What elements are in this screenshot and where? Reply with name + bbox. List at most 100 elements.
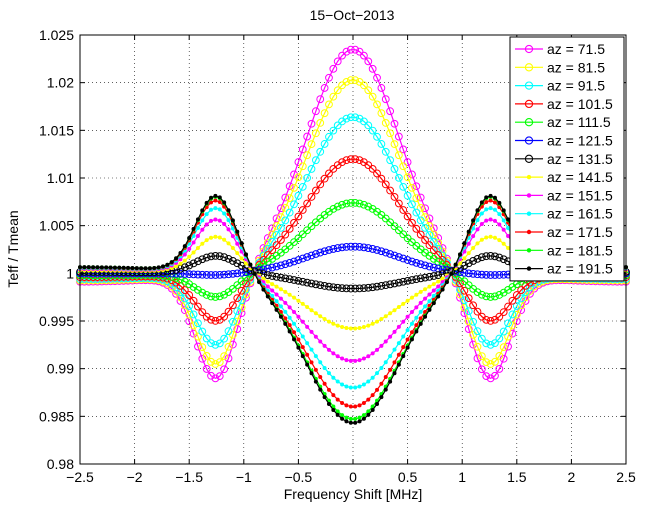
data-point <box>401 319 406 324</box>
data-point <box>438 255 447 264</box>
data-point <box>322 395 327 400</box>
data-point <box>228 269 237 278</box>
data-point <box>239 241 244 246</box>
data-point <box>353 420 358 425</box>
data-point <box>482 270 491 279</box>
data-point <box>401 345 406 350</box>
legend-label: az = 171.5 <box>547 224 613 240</box>
legend-marker <box>524 81 534 90</box>
data-point <box>403 191 412 200</box>
data-point <box>482 252 491 261</box>
data-point <box>491 339 499 348</box>
data-point <box>287 315 292 320</box>
data-point <box>235 251 240 256</box>
data-point <box>375 371 380 376</box>
data-point <box>504 342 512 351</box>
data-point <box>403 212 412 221</box>
data-point <box>517 306 526 315</box>
data-point <box>418 316 423 321</box>
legend-entry: az = 181.5 <box>515 242 613 258</box>
data-point <box>283 300 288 305</box>
data-point <box>202 291 211 299</box>
data-point <box>427 307 432 312</box>
data-point <box>195 225 200 230</box>
data-point <box>318 387 323 392</box>
data-point <box>499 308 508 317</box>
data-point <box>296 337 301 342</box>
data-point <box>394 173 403 182</box>
data-point <box>217 195 222 200</box>
data-point <box>466 251 471 256</box>
data-point <box>233 307 242 316</box>
data-point <box>477 290 486 299</box>
data-point <box>390 119 399 128</box>
data-point <box>399 182 408 191</box>
data-point <box>348 358 353 363</box>
data-point <box>408 183 416 192</box>
data-point <box>416 230 425 239</box>
data-point <box>399 277 408 286</box>
data-point <box>418 309 423 314</box>
data-point <box>421 236 429 244</box>
data-point <box>412 208 421 217</box>
data-point <box>379 317 384 322</box>
data-point <box>195 217 200 222</box>
x-tick-label: −1.5 <box>175 469 203 485</box>
data-point <box>272 231 281 239</box>
data-point <box>215 372 224 381</box>
data-point <box>213 234 218 239</box>
data-point <box>187 236 192 241</box>
data-point <box>366 412 371 417</box>
data-point <box>220 290 229 299</box>
data-point <box>501 208 506 213</box>
data-point <box>473 288 482 297</box>
data-point <box>326 347 331 352</box>
data-point <box>285 182 294 191</box>
data-point <box>207 292 215 301</box>
data-point <box>318 360 323 365</box>
data-point <box>187 254 192 259</box>
data-point <box>189 310 198 319</box>
data-point <box>281 274 290 283</box>
data-point <box>261 287 266 292</box>
data-point <box>211 374 220 383</box>
data-point <box>233 294 242 303</box>
data-point <box>290 257 298 266</box>
data-point <box>213 198 218 203</box>
data-point <box>416 260 425 269</box>
data-point <box>325 132 333 141</box>
data-point <box>464 294 473 303</box>
data-point <box>473 270 482 279</box>
data-point <box>405 337 410 342</box>
data-point <box>277 273 285 282</box>
data-point <box>373 282 381 291</box>
data-point <box>381 147 390 156</box>
data-point <box>464 269 473 278</box>
data-point <box>307 251 316 260</box>
data-point <box>517 286 526 294</box>
legend-entry: az = 171.5 <box>515 224 613 240</box>
data-point <box>325 246 333 254</box>
legend-label: az = 101.5 <box>547 96 613 112</box>
data-point <box>298 182 307 191</box>
data-point <box>220 334 229 343</box>
data-point <box>392 329 397 334</box>
data-point <box>477 365 486 374</box>
data-point <box>386 280 395 289</box>
data-point <box>298 162 307 171</box>
data-point <box>329 92 338 101</box>
data-point <box>360 200 368 209</box>
data-point <box>409 295 414 300</box>
data-point <box>211 340 220 349</box>
data-point <box>375 401 380 406</box>
data-point <box>194 257 202 266</box>
data-point <box>409 321 414 326</box>
data-point <box>431 301 436 306</box>
legend-marker <box>526 229 532 235</box>
data-point <box>342 114 351 123</box>
data-point <box>174 264 179 269</box>
data-point <box>495 334 504 343</box>
data-point <box>287 292 292 297</box>
data-point <box>338 51 346 60</box>
data-point <box>305 324 310 329</box>
